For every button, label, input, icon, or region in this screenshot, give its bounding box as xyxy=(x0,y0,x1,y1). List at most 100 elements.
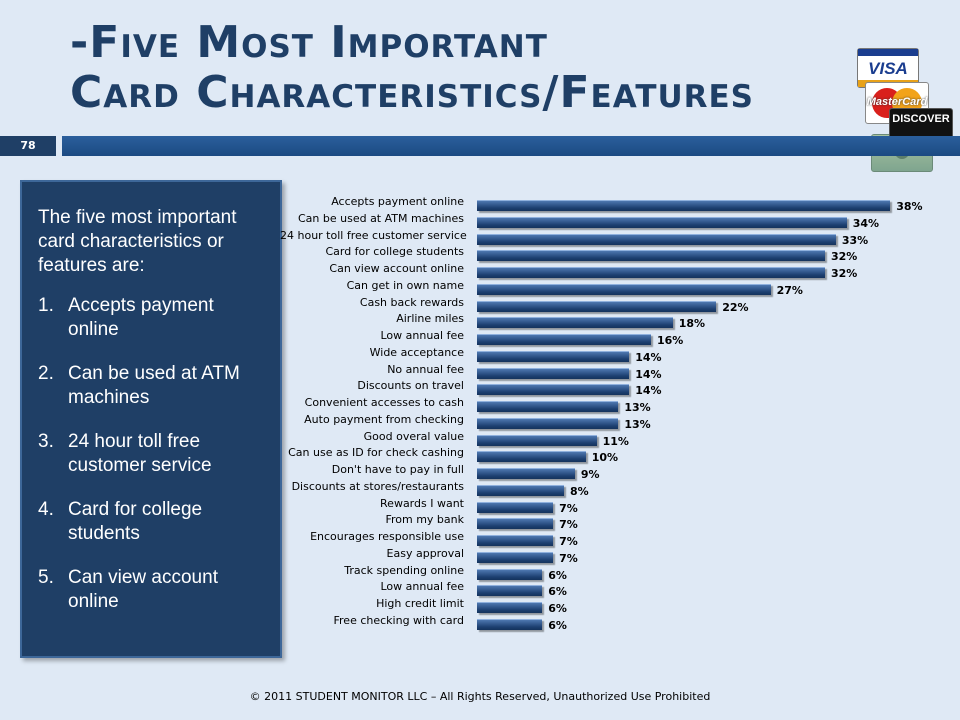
category-label: High credit limit xyxy=(376,597,464,610)
bar xyxy=(477,451,586,463)
bar xyxy=(477,585,543,597)
data-label: 7% xyxy=(559,535,578,548)
bar xyxy=(477,501,554,513)
bar xyxy=(477,384,630,396)
slide-title-line-1: -Five Most Important xyxy=(70,17,548,68)
category-label: Discounts at stores/restaurants xyxy=(291,479,464,493)
category-label: Can get in own name xyxy=(346,278,464,292)
data-label: 16% xyxy=(657,334,684,347)
bar xyxy=(477,367,630,379)
category-label: Low annual fee xyxy=(380,580,464,594)
category-label: Free checking with card xyxy=(333,613,465,627)
bar xyxy=(477,317,673,329)
summary-item-number: 2. xyxy=(38,363,54,384)
summary-item: 2. Can be used at ATM machines xyxy=(38,362,264,410)
data-label: 7% xyxy=(559,501,578,515)
visa-logo-text: VISA xyxy=(868,59,908,78)
category-label: From my bank xyxy=(385,513,464,527)
category-label: Cash back rewards xyxy=(359,295,464,309)
card-logos: VISA MasterCard DISCOVER xyxy=(855,46,960,176)
summary-item-number: 4. xyxy=(38,499,54,520)
bar xyxy=(477,434,597,446)
bar xyxy=(477,484,564,496)
category-label: Discounts on travel xyxy=(357,379,464,393)
slide-number-bar xyxy=(0,136,56,156)
bar xyxy=(477,618,543,630)
summary-item: 4. Card for college students xyxy=(38,498,264,546)
summary-item-text: 24 hour toll free customer service xyxy=(68,431,212,476)
bar xyxy=(477,200,891,211)
data-label: 33% xyxy=(841,233,869,247)
bar xyxy=(477,233,836,245)
category-label: Can be used at ATM machines xyxy=(297,211,464,225)
summary-item-number: 3. xyxy=(38,431,54,452)
title-rule-bar xyxy=(62,136,960,156)
bar xyxy=(477,250,825,262)
category-label: Auto payment from checking xyxy=(304,412,464,426)
mastercard-logo-text: MasterCard xyxy=(866,96,928,108)
summary-item-number: 1. xyxy=(38,295,54,316)
bar xyxy=(477,350,630,362)
category-label: No annual fee xyxy=(387,362,464,376)
category-label: Don't have to pay in full xyxy=(331,463,464,476)
bar xyxy=(477,216,847,228)
category-label: Accepts payment online xyxy=(331,195,464,208)
data-label: 14% xyxy=(635,384,662,398)
data-label: 34% xyxy=(852,216,880,230)
discover-logo-text: DISCOVER xyxy=(892,113,950,125)
category-label: Card for college students xyxy=(325,245,464,259)
bar xyxy=(477,283,771,295)
summary-item: 3. 24 hour toll free customer service xyxy=(38,430,264,478)
data-label: 11% xyxy=(602,434,629,448)
data-label: 32% xyxy=(831,250,858,264)
bar xyxy=(477,300,717,312)
category-label: Easy approval xyxy=(386,546,464,560)
data-label: 6% xyxy=(548,602,567,615)
data-label: 22% xyxy=(722,300,749,314)
summary-item-number: 5. xyxy=(38,567,54,588)
category-label: Track spending online xyxy=(344,563,464,577)
bar xyxy=(477,518,554,530)
bar xyxy=(477,267,825,278)
summary-item: 1. Accepts payment online xyxy=(38,294,264,342)
data-label: 6% xyxy=(548,568,567,582)
category-label: 24 hour toll free customer service xyxy=(280,228,467,242)
slide-number: 78 xyxy=(20,139,36,152)
slide-title: -Five Most Important Card Characteristic… xyxy=(70,18,754,118)
data-label: 6% xyxy=(548,618,567,632)
summary-item: 5. Can view account online xyxy=(38,566,264,614)
category-label: Rewards I want xyxy=(380,496,464,510)
data-label: 14% xyxy=(635,367,662,381)
summary-item-text: Card for college students xyxy=(68,499,203,544)
summary-list: 1. Accepts payment online 2. Can be used a… xyxy=(38,294,264,614)
bar xyxy=(477,568,543,580)
summary-item-text: Can be used at ATM machines xyxy=(68,363,240,408)
data-label: 32% xyxy=(831,267,858,280)
bar xyxy=(477,551,554,563)
bar xyxy=(477,401,619,412)
data-label: 10% xyxy=(591,451,619,465)
data-label: 8% xyxy=(570,484,589,498)
bar xyxy=(477,535,554,546)
data-label: 38% xyxy=(896,200,923,213)
summary-item-text: Can view account online xyxy=(68,567,218,612)
category-label: Low annual fee xyxy=(380,329,464,342)
bar xyxy=(477,417,619,429)
category-label: Encourages responsible use xyxy=(310,530,464,543)
copyright-footer: © 2011 STUDENT MONITOR LLC – All Rights … xyxy=(249,690,711,703)
features-bar-chart: Accepts payment online 38% Can be used at … xyxy=(280,195,960,640)
data-label: 13% xyxy=(624,401,651,414)
category-label: Wide acceptance xyxy=(369,345,464,359)
data-label: 9% xyxy=(580,468,600,481)
data-label: 27% xyxy=(776,283,803,297)
slide-title-line-2: Card Characteristics/Features xyxy=(70,67,755,118)
category-label: Can use as ID for check cashing xyxy=(288,446,464,460)
bar xyxy=(477,334,651,345)
data-label: 13% xyxy=(624,417,651,431)
bar xyxy=(477,468,575,479)
summary-panel: The five most important card characteris… xyxy=(20,180,282,658)
category-label: Airline miles xyxy=(396,312,464,326)
bar xyxy=(477,602,543,613)
category-label: Good overal value xyxy=(363,429,464,443)
data-label: 6% xyxy=(548,585,567,599)
